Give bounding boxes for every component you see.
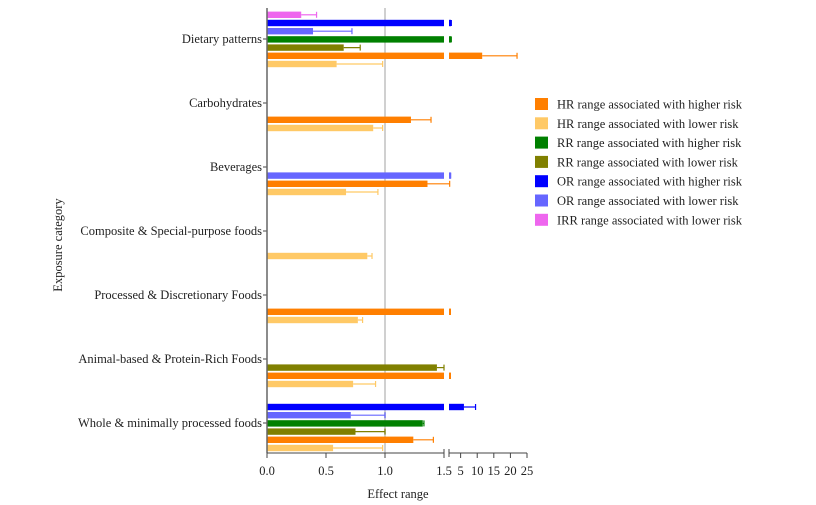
bar-extension	[449, 53, 482, 59]
x-tick-label: 0.0	[259, 464, 275, 478]
category-label: Composite & Special-purpose foods	[80, 224, 262, 238]
bar	[267, 420, 423, 426]
bar-HRh	[267, 309, 451, 315]
category-label: Animal-based & Protein-Rich Foods	[78, 352, 262, 366]
bar	[267, 53, 444, 59]
legend-swatch	[535, 195, 548, 207]
bar-ORl	[267, 172, 451, 178]
x-tick-label: 10	[471, 464, 484, 478]
x-tick-label: 5	[457, 464, 463, 478]
bar	[267, 117, 411, 123]
bar-HRl	[267, 125, 383, 131]
legend-swatch	[535, 214, 548, 226]
bar	[267, 428, 356, 434]
bar-HRh	[267, 117, 431, 123]
x-tick-label: 0.5	[318, 464, 334, 478]
legend-entry: OR range associated with higher risk	[557, 175, 743, 189]
legend-entry: RR range associated with lower risk	[557, 155, 739, 169]
bar	[267, 12, 301, 18]
bar	[267, 364, 437, 370]
bar-ORh	[267, 404, 476, 410]
x-tick-label: 20	[504, 464, 517, 478]
bar-extension	[449, 404, 464, 410]
category-label: Carbohydrates	[189, 96, 262, 110]
x-tick-label: 25	[521, 464, 534, 478]
legend-swatch	[535, 98, 548, 110]
bar-HRl	[267, 253, 372, 259]
legend-entry: RR range associated with higher risk	[557, 136, 742, 150]
bar	[267, 61, 337, 67]
x-tick-label: 1.0	[377, 464, 393, 478]
bar	[267, 125, 373, 131]
bar	[267, 404, 444, 410]
bar	[267, 437, 413, 443]
bar	[267, 28, 313, 34]
legend-swatch	[535, 137, 548, 149]
bar-ORh	[267, 20, 451, 26]
bar-RRh	[267, 420, 424, 426]
bar	[267, 309, 444, 315]
legend: HR range associated with higher risk HR r…	[535, 98, 743, 228]
legend-entry: HR range associated with lower risk	[557, 117, 739, 131]
bar-HRh	[267, 437, 433, 443]
legend-entry: IRR range associated with lower risk	[557, 213, 743, 227]
bar	[267, 381, 353, 387]
bar	[267, 373, 444, 379]
bar	[267, 445, 333, 451]
bar-HRh	[267, 181, 450, 187]
bar	[267, 181, 427, 187]
bar	[267, 172, 444, 178]
legend-swatch	[535, 117, 548, 129]
y-axis-label: Exposure category	[51, 198, 65, 292]
bar-HRl	[267, 445, 383, 451]
bar-ORl	[267, 28, 352, 34]
bar	[267, 44, 344, 50]
bar-HRh	[267, 373, 451, 379]
bar-RRl	[267, 428, 385, 434]
legend-swatch	[535, 175, 548, 187]
category-label: Beverages	[210, 160, 262, 174]
bar	[267, 412, 351, 418]
bar-RRl	[267, 44, 360, 50]
bar	[267, 20, 444, 26]
bar-ORl	[267, 412, 385, 418]
bar	[267, 253, 367, 259]
bar-IRRl	[267, 12, 317, 18]
bar-HRl	[267, 317, 363, 323]
x-axis-label: Effect range	[367, 487, 429, 501]
bar-HRh	[267, 53, 517, 59]
bar-RRh	[267, 36, 451, 42]
bar-HRl	[267, 381, 376, 387]
bar-HRl	[267, 189, 378, 195]
category-label: Processed & Discretionary Foods	[94, 288, 262, 302]
bar	[267, 317, 358, 323]
legend-swatch	[535, 156, 548, 168]
bar-HRl	[267, 61, 383, 67]
category-label: Whole & minimally processed foods	[78, 416, 262, 430]
bar	[267, 36, 444, 42]
bar-RRl	[267, 364, 444, 370]
legend-entry: OR range associated with lower risk	[557, 194, 739, 208]
bars	[267, 12, 517, 452]
x-tick-label: 1.5	[436, 464, 452, 478]
x-tick-label: 15	[488, 464, 501, 478]
bar	[267, 189, 346, 195]
legend-entry: HR range associated with higher risk	[557, 98, 743, 112]
category-label: Dietary patterns	[182, 32, 262, 46]
